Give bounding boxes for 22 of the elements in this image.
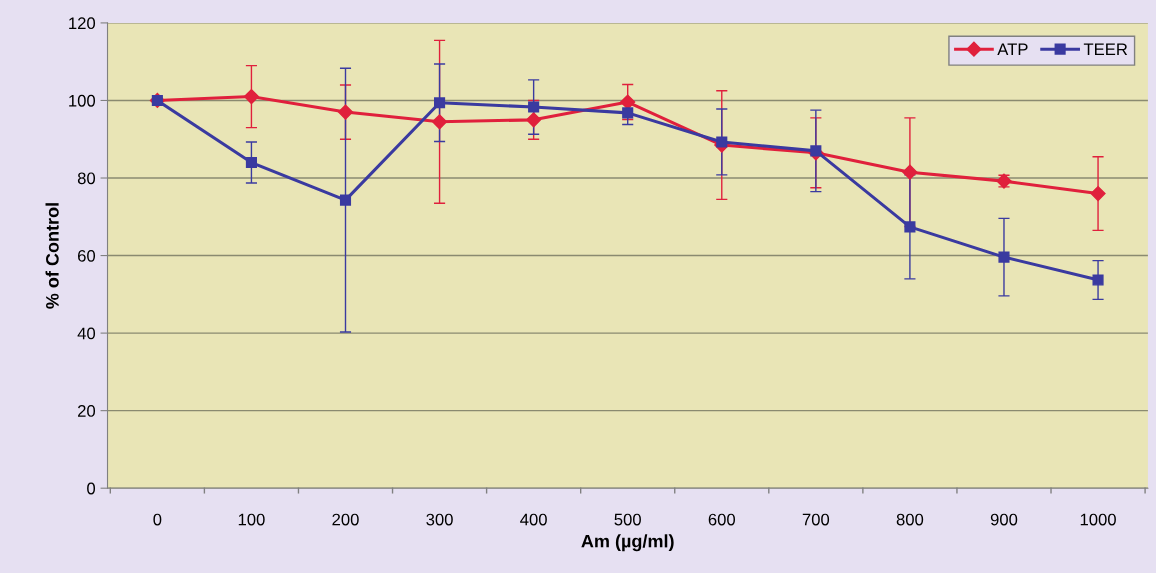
- x-tick-label: 500: [614, 513, 641, 526]
- y-tick-label: 100: [69, 94, 96, 107]
- x-tick-label: 400: [520, 513, 547, 526]
- legend-label: TEER: [1083, 43, 1128, 55]
- x-tick-label: 900: [990, 513, 1018, 526]
- x-tick-label: 300: [426, 513, 453, 526]
- y-tick-label: 0: [87, 482, 96, 495]
- x-tick-label: 700: [802, 513, 830, 526]
- x-tick-label: 100: [238, 513, 265, 526]
- x-tick-label: 800: [896, 513, 924, 526]
- x-axis-title: Am (µg/ml): [581, 534, 674, 552]
- y-tick-label: 80: [77, 172, 96, 185]
- x-tick-label: 0: [153, 513, 162, 526]
- y-tick-label: 40: [77, 327, 96, 340]
- x-tick-label: 200: [332, 513, 359, 526]
- y-tick-label: 20: [78, 405, 96, 417]
- y-tick-label: 60: [78, 249, 96, 262]
- x-tick-label: 1000: [1080, 513, 1116, 526]
- y-tick-label: 120: [69, 17, 96, 30]
- y-axis-title: % of Control: [45, 203, 59, 309]
- legend-label: ATP: [997, 43, 1028, 55]
- x-tick-label: 600: [708, 513, 736, 526]
